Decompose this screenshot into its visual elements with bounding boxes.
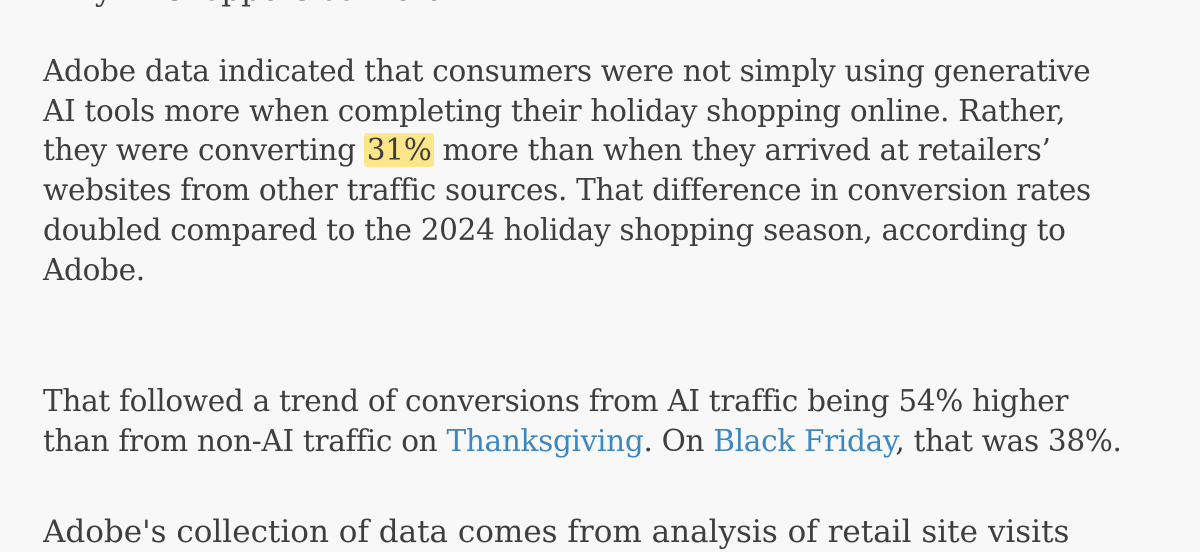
paragraph-line: they were converting 31% more than when …	[43, 131, 1091, 171]
paragraph-line: than from non-AI traffic on Thanksgiving…	[43, 422, 1122, 462]
text-segment: , that was 38%.	[895, 423, 1122, 458]
paragraph-line: doubled compared to the 2024 holiday sho…	[43, 212, 1066, 247]
paragraph-trend: That followed a trend of conversions fro…	[43, 382, 1122, 461]
paragraph-line: websites from other traffic sources. Tha…	[43, 173, 1091, 208]
text-segment: than from non-AI traffic on	[43, 423, 447, 458]
text-segment: . On	[643, 423, 714, 458]
paragraph-line: Adobe.	[43, 252, 145, 287]
paragraph-line: AI tools more when completing their holi…	[43, 93, 1066, 128]
paragraph-line: That followed a trend of conversions fro…	[43, 384, 1069, 418]
paragraph-adobe-conversion: Adobe data indicated that consumers were…	[43, 52, 1091, 290]
clipped-heading-fragment: Why AI shoppers convert	[43, 0, 439, 10]
paragraph-line: Adobe data indicated that consumers were…	[43, 54, 1091, 88]
black-friday-link[interactable]: Black Friday	[713, 423, 896, 458]
text-segment: more than when they arrived at retailers…	[433, 133, 1051, 168]
highlighted-value: 31%	[363, 133, 435, 168]
text-segment: they were converting	[43, 133, 365, 168]
thanksgiving-link[interactable]: Thanksgiving	[446, 423, 644, 458]
clipped-next-paragraph-fragment: Adobe's collection of data comes from an…	[43, 514, 1070, 550]
